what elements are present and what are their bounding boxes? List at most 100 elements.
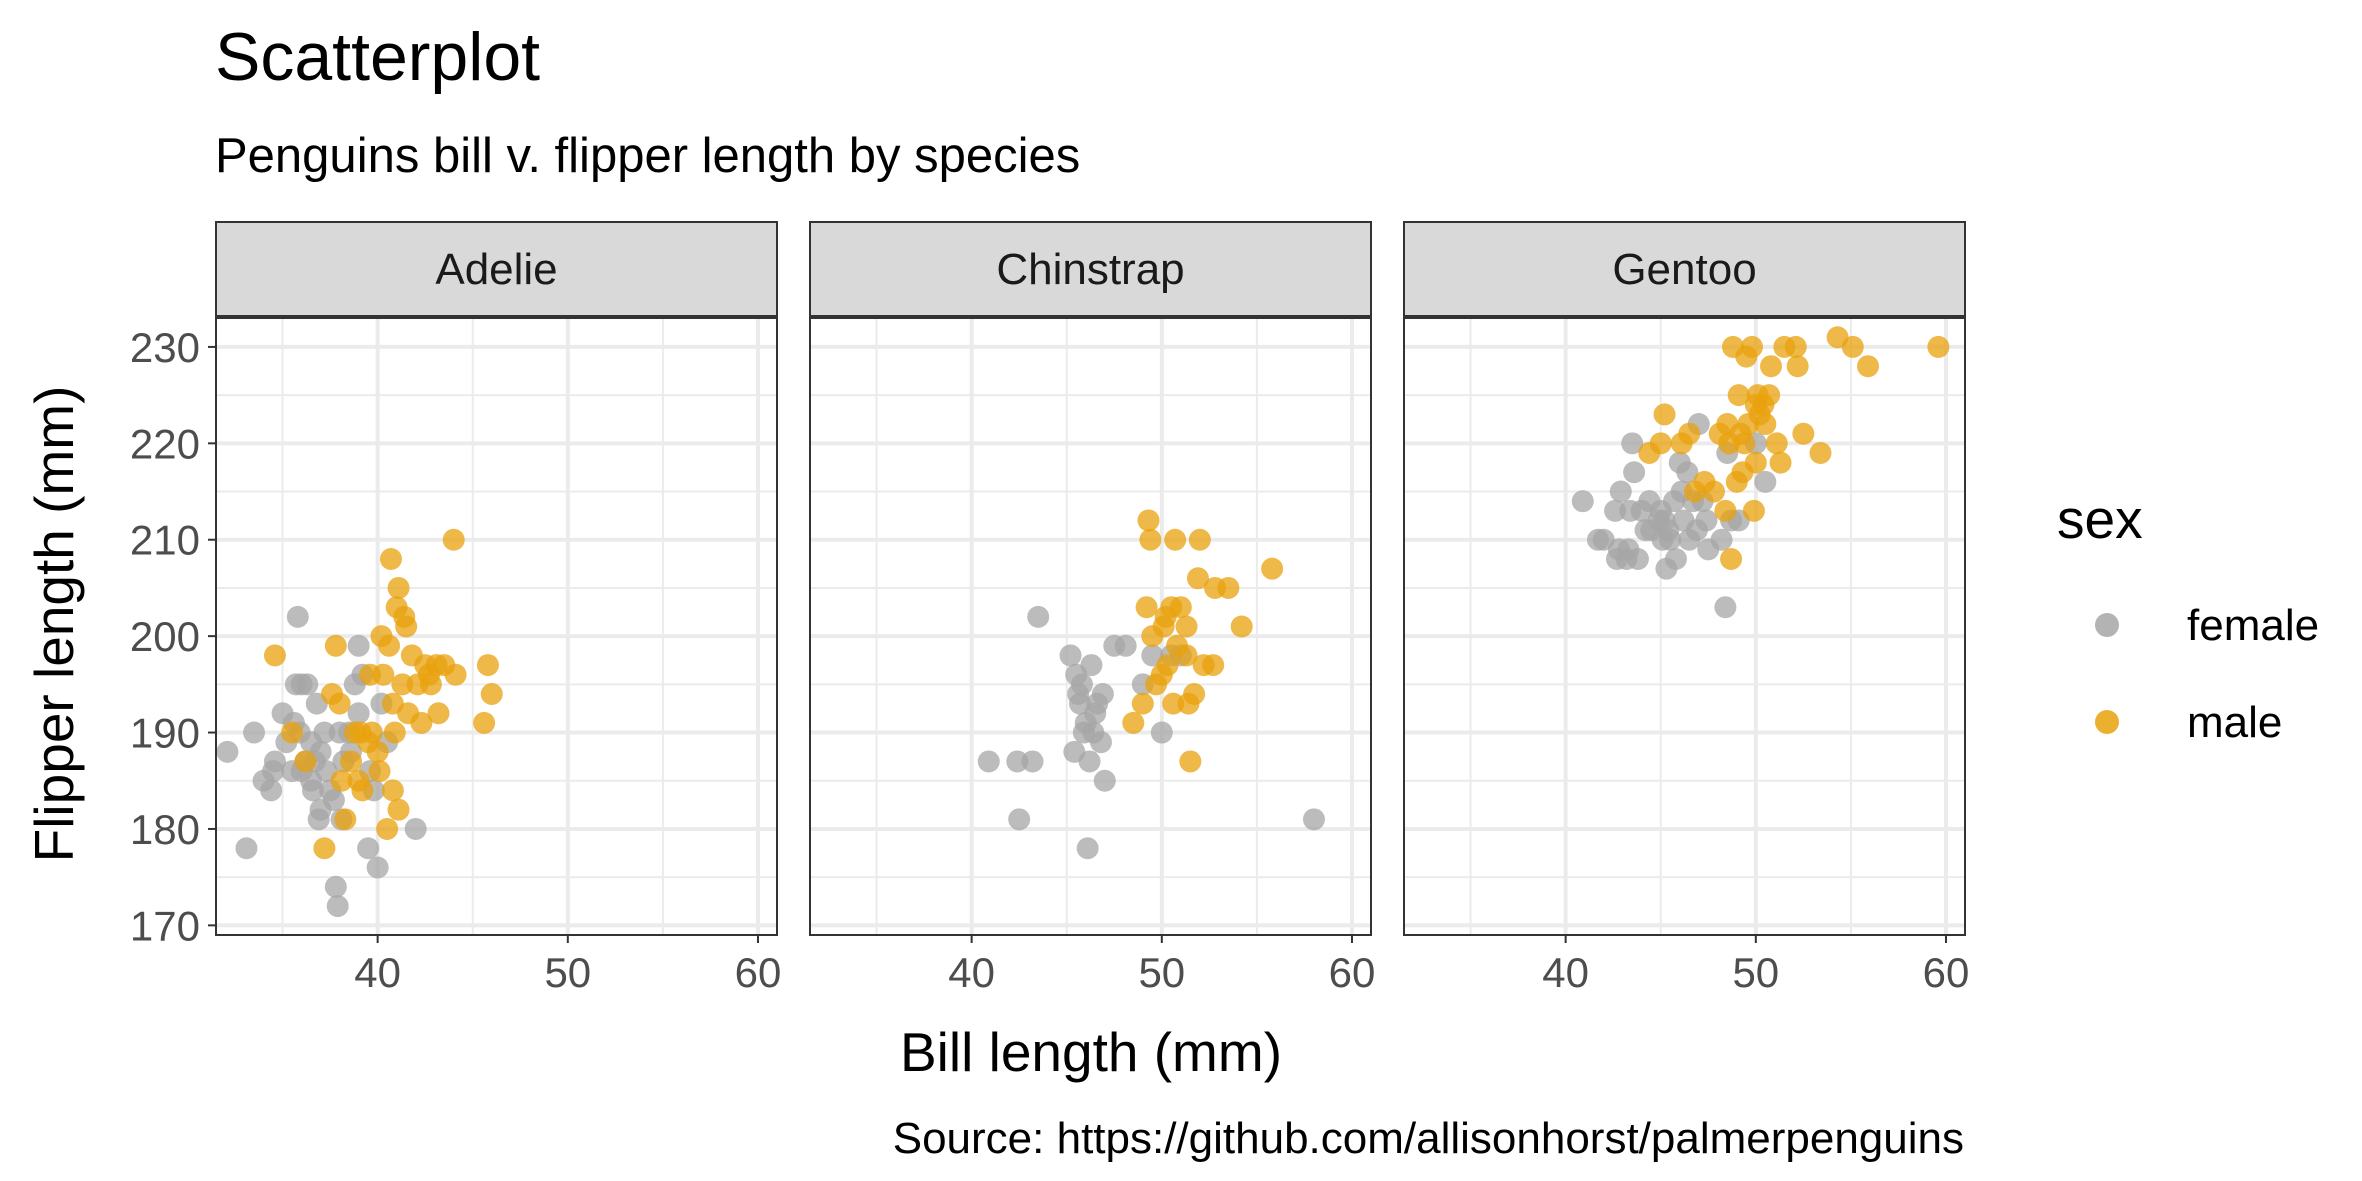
point-male	[294, 750, 317, 773]
point-male	[1786, 355, 1809, 378]
y-tick-label: 190	[130, 710, 200, 757]
point-male	[1758, 384, 1781, 407]
y-tick-label: 220	[130, 420, 200, 467]
point-female	[1710, 528, 1733, 551]
point-male	[1175, 644, 1198, 667]
point-female	[1695, 509, 1718, 532]
point-female	[243, 721, 266, 744]
point-female	[1027, 605, 1050, 628]
x-tick-label: 50	[1138, 949, 1185, 996]
point-male	[1131, 692, 1154, 715]
point-male	[328, 692, 351, 715]
y-tick-label: 210	[130, 517, 200, 564]
panel-chinstrap: Chinstrap 40 50 60	[809, 221, 1375, 996]
point-male	[1230, 615, 1253, 638]
point-male	[1162, 692, 1185, 715]
facet-strip-label: Gentoo	[1612, 245, 1756, 294]
legend: sex female male	[2057, 488, 2319, 747]
point-male	[476, 654, 499, 677]
point-male	[1927, 335, 1950, 358]
point-male	[387, 576, 410, 599]
point-male	[1183, 682, 1206, 705]
point-male	[263, 644, 286, 667]
point-male	[1202, 654, 1225, 677]
point-male	[1702, 480, 1725, 503]
point-male	[442, 528, 465, 551]
point-female	[300, 731, 323, 754]
point-female	[1634, 519, 1657, 542]
x-tick-label: 50	[1732, 949, 1779, 996]
point-female	[1668, 451, 1691, 474]
panel-border	[1403, 317, 1966, 936]
x-axis-title: Bill length (mm)	[900, 1021, 1282, 1083]
point-male	[334, 808, 357, 831]
y-axis-title: Flipper length (mm)	[23, 386, 85, 863]
legend-title: sex	[2057, 488, 2143, 550]
point-male	[1649, 432, 1672, 455]
point-female	[1089, 731, 1112, 754]
point-male	[359, 663, 382, 686]
point-male	[1727, 384, 1750, 407]
point-male	[340, 750, 363, 773]
y-tick-label: 180	[130, 806, 200, 853]
point-male	[1139, 528, 1162, 551]
point-male	[1857, 355, 1880, 378]
point-female	[1623, 461, 1646, 484]
y-tick-label: 230	[130, 324, 200, 371]
point-male	[1769, 451, 1792, 474]
point-male	[1164, 528, 1187, 551]
point-female	[322, 789, 345, 812]
point-male	[1742, 499, 1765, 522]
y-tick-label: 170	[130, 902, 200, 949]
point-male	[330, 769, 353, 792]
point-female	[347, 702, 370, 725]
point-male	[473, 711, 496, 734]
point-female	[1621, 432, 1644, 455]
point-female	[1076, 837, 1099, 860]
point-male	[1175, 615, 1198, 638]
panel-background	[1404, 318, 1965, 935]
point-female	[235, 837, 258, 860]
x-tick-label: 60	[1923, 949, 1970, 996]
point-female	[977, 750, 1000, 773]
point-female	[1059, 644, 1082, 667]
point-female	[1093, 769, 1116, 792]
point-male	[480, 682, 503, 705]
point-male	[1784, 335, 1807, 358]
point-male	[324, 634, 347, 657]
point-male	[1179, 750, 1202, 773]
point-female	[326, 895, 349, 918]
point-male	[1721, 335, 1744, 358]
point-male	[1186, 567, 1209, 590]
facet-strip	[1403, 221, 1966, 317]
chart-subtitle: Penguins bill v. flipper length by speci…	[215, 129, 1080, 183]
point-male	[1653, 403, 1676, 426]
point-female	[1078, 750, 1101, 773]
point-female	[262, 760, 285, 783]
point-female	[1754, 470, 1777, 493]
point-male	[444, 663, 467, 686]
point-male	[1841, 335, 1864, 358]
point-female	[328, 721, 351, 744]
legend-key-female	[2095, 613, 2119, 637]
point-female	[290, 673, 313, 696]
point-female	[1150, 721, 1173, 744]
point-male	[383, 721, 406, 744]
point-male	[1122, 711, 1145, 734]
facet-strip	[215, 221, 778, 317]
point-male	[1744, 451, 1767, 474]
point-male	[1135, 596, 1158, 619]
facet-strip	[809, 221, 1372, 317]
point-female	[324, 875, 347, 898]
point-female	[1649, 499, 1672, 522]
x-tick-label: 60	[735, 949, 782, 996]
point-male	[1741, 335, 1764, 358]
point-female	[1302, 808, 1325, 831]
point-female	[366, 856, 389, 879]
point-female	[260, 779, 283, 802]
point-female	[1070, 673, 1093, 696]
point-male	[397, 702, 420, 725]
point-female	[1714, 596, 1737, 619]
point-male	[381, 779, 404, 802]
